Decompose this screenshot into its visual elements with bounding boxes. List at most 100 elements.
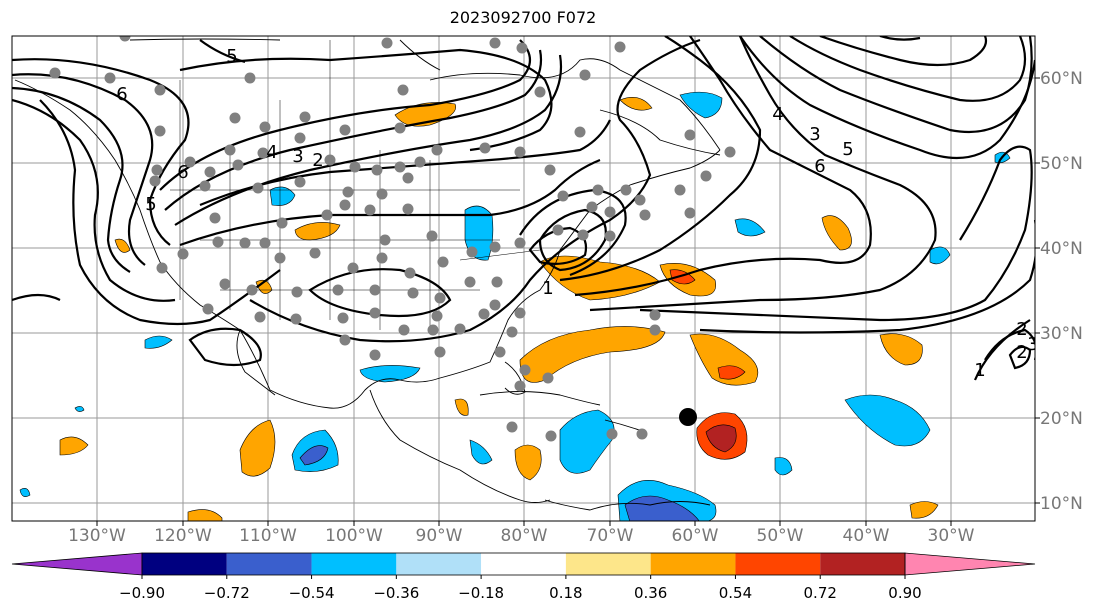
lat-label: 40°N (1040, 239, 1083, 259)
contour-label: 3 (809, 124, 820, 145)
station-dot (639, 209, 651, 221)
station-dot (229, 112, 241, 124)
station-dot (252, 182, 264, 194)
longitude-labels: 130°W 120°W 110°W 100°W 90°W 80°W 70°W 60°W 50°W… (68, 521, 975, 546)
station-dot (586, 201, 598, 213)
colorbar-segment (226, 553, 312, 575)
colorbar-tick-label: −0.18 (458, 584, 504, 602)
colorbar-extend-low (11, 552, 143, 576)
colorbar-tick-label: 0.18 (549, 584, 582, 602)
station-dot (489, 37, 501, 49)
station-dot (349, 161, 361, 173)
station-dot (274, 252, 286, 264)
lon-label: 40°W (843, 526, 890, 546)
storm-marker (679, 408, 697, 426)
station-dot (332, 284, 344, 296)
station-dot (407, 287, 419, 299)
lon-label: 70°W (587, 526, 634, 546)
station-dot (394, 122, 406, 134)
contour-label: 2 (312, 150, 323, 171)
contour-label: 5 (842, 139, 853, 160)
station-dot (339, 124, 351, 136)
figure-title: 2023092700 F072 (449, 8, 597, 27)
station-dot (49, 67, 61, 79)
colorbar-tick-label: −0.90 (119, 584, 165, 602)
contour-label: 2 (1016, 342, 1027, 363)
colorbar-tick-label: 0.36 (634, 584, 667, 602)
lat-label: 50°N (1040, 154, 1083, 174)
station-dot (534, 86, 546, 98)
colorbar-segment (396, 553, 482, 575)
station-dot (246, 284, 258, 296)
station-dot (479, 142, 491, 154)
station-dot (369, 307, 381, 319)
station-dot (119, 36, 131, 42)
lon-label: 80°W (501, 526, 548, 546)
lon-label: 50°W (757, 526, 804, 546)
station-dot (257, 147, 269, 159)
lon-label: 60°W (672, 526, 719, 546)
station-dot (397, 84, 409, 96)
station-dot (259, 237, 271, 249)
contour-label: 4 (266, 142, 277, 163)
colorbar-tick-label: 0.54 (719, 584, 752, 602)
station-dot (519, 364, 531, 376)
colorbar-extend-high (904, 552, 1036, 576)
colorbar-tick-label: 0.90 (888, 584, 921, 602)
station-dot (724, 146, 736, 158)
station-dot (491, 276, 503, 288)
station-dot (464, 276, 476, 288)
station-dot (604, 206, 616, 218)
station-dot (494, 346, 506, 358)
station-dot (454, 323, 466, 335)
station-dot (514, 380, 526, 392)
station-dot (364, 204, 376, 216)
station-dot (209, 212, 221, 224)
station-dot (516, 42, 528, 54)
colorbar-segment (142, 553, 227, 575)
station-dot (309, 247, 321, 259)
station-dot (398, 324, 410, 336)
station-dot (184, 156, 196, 168)
station-dot (177, 248, 189, 260)
station-dot (339, 334, 351, 346)
lon-label: 30°W (928, 526, 975, 546)
latitude-labels: 60°N 50°N 40°N 30°N 20°N 10°N (1035, 69, 1083, 514)
colorbar-segment (565, 553, 651, 575)
station-dot (426, 230, 438, 242)
station-dot (371, 164, 383, 176)
station-dot (514, 146, 526, 158)
contour-label: 1 (974, 360, 985, 381)
station-dot (557, 190, 569, 202)
station-dot (402, 172, 414, 184)
station-dot (376, 188, 388, 200)
station-dot (402, 203, 414, 215)
contour-lines (12, 36, 1035, 381)
station-dot (620, 184, 632, 196)
colorbar-segment (481, 553, 566, 575)
station-dot (649, 324, 661, 336)
station-dot (545, 430, 557, 442)
station-dot (542, 372, 554, 384)
station-dot (276, 217, 288, 229)
station-dot (604, 230, 616, 242)
lon-label: 100°W (325, 526, 383, 546)
station-dot (437, 256, 449, 268)
station-dot (239, 237, 251, 249)
station-dot (506, 421, 518, 433)
station-dot (489, 299, 501, 311)
contour-label: 3 (1027, 334, 1038, 355)
lon-label: 120°W (154, 526, 212, 546)
station-dot (290, 313, 302, 325)
station-dot (202, 303, 214, 315)
station-dot (104, 72, 116, 84)
station-dot (254, 311, 266, 323)
station-dot (291, 286, 303, 298)
station-dot (154, 125, 166, 137)
station-dot (606, 428, 618, 440)
station-dot (394, 161, 406, 173)
station-dot (514, 307, 526, 319)
station-dot (376, 252, 388, 264)
state-borders (170, 40, 541, 330)
